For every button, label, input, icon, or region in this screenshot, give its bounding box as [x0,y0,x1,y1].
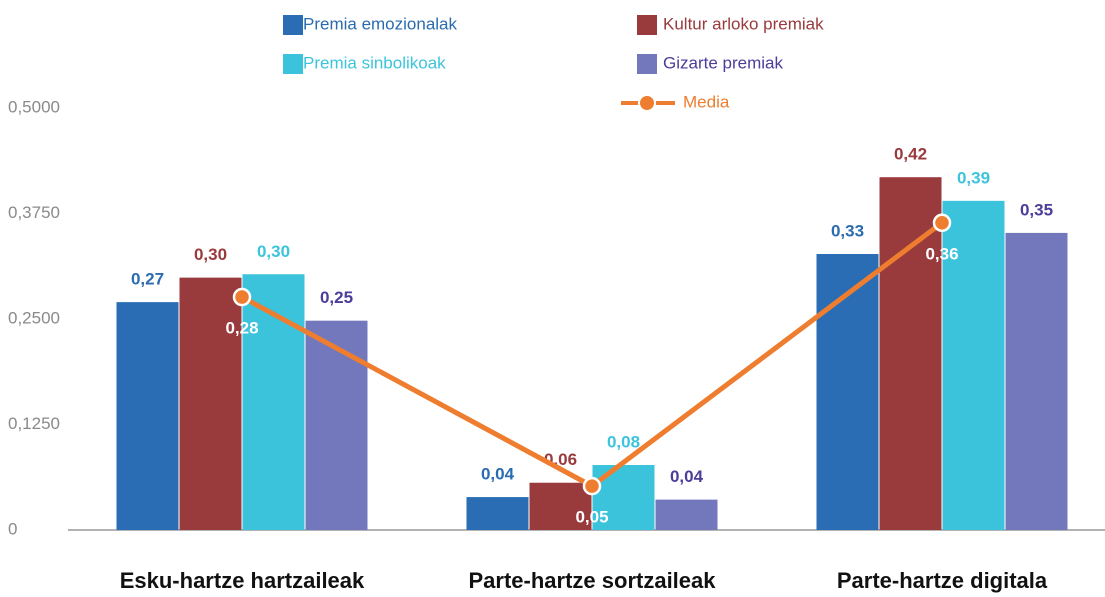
legend-marker [638,94,656,112]
data-label: 0,27 [131,270,164,289]
line-marker [582,476,602,496]
legend-label: Media [683,92,730,111]
legend-swatch [637,15,657,35]
data-label: 0,04 [670,467,704,486]
line-marker [232,287,252,307]
bar [466,497,529,530]
data-label: 0,04 [481,465,515,484]
bar [116,302,179,530]
x-tick-label: Parte-hartze digitala [837,568,1048,593]
y-tick-label: 0 [8,519,17,538]
data-label: 0,39 [957,168,990,187]
data-label: 0,30 [194,245,227,264]
line-marker [932,213,952,233]
y-tick-label: 0,5000 [8,97,60,116]
legend-swatch [637,54,657,74]
data-label: 0,42 [894,145,927,164]
bar [816,254,879,530]
bar [305,320,368,530]
bar [655,499,718,530]
y-tick-label: 0,2500 [8,308,60,327]
legend-swatch [283,54,303,74]
legend-label: Kultur arloko premiak [663,14,824,33]
data-label: 0,30 [257,242,290,261]
y-tick-label: 0,3750 [8,203,60,222]
legend-swatch [283,15,303,35]
data-label: 0,28 [225,319,258,338]
data-label: 0,05 [575,508,608,527]
x-tick-label: Esku-hartze hartzaileak [120,568,365,593]
data-label: 0,25 [320,288,353,307]
bar [1005,232,1068,531]
bar [942,200,1005,530]
legend-label: Gizarte premiak [663,53,783,72]
bar [179,277,242,530]
y-tick-label: 0,1250 [8,414,60,433]
data-label: 0,35 [1020,200,1053,219]
bar [879,177,942,530]
data-label: 0,33 [831,221,864,240]
legend-label: Premia emozionalak [303,14,458,33]
x-tick-label: Parte-hartze sortzaileak [469,568,717,593]
data-label: 0,08 [607,432,640,451]
bar [529,482,592,530]
data-label: 0,36 [925,244,958,263]
legend-label: Premia sinbolikoak [303,53,446,72]
